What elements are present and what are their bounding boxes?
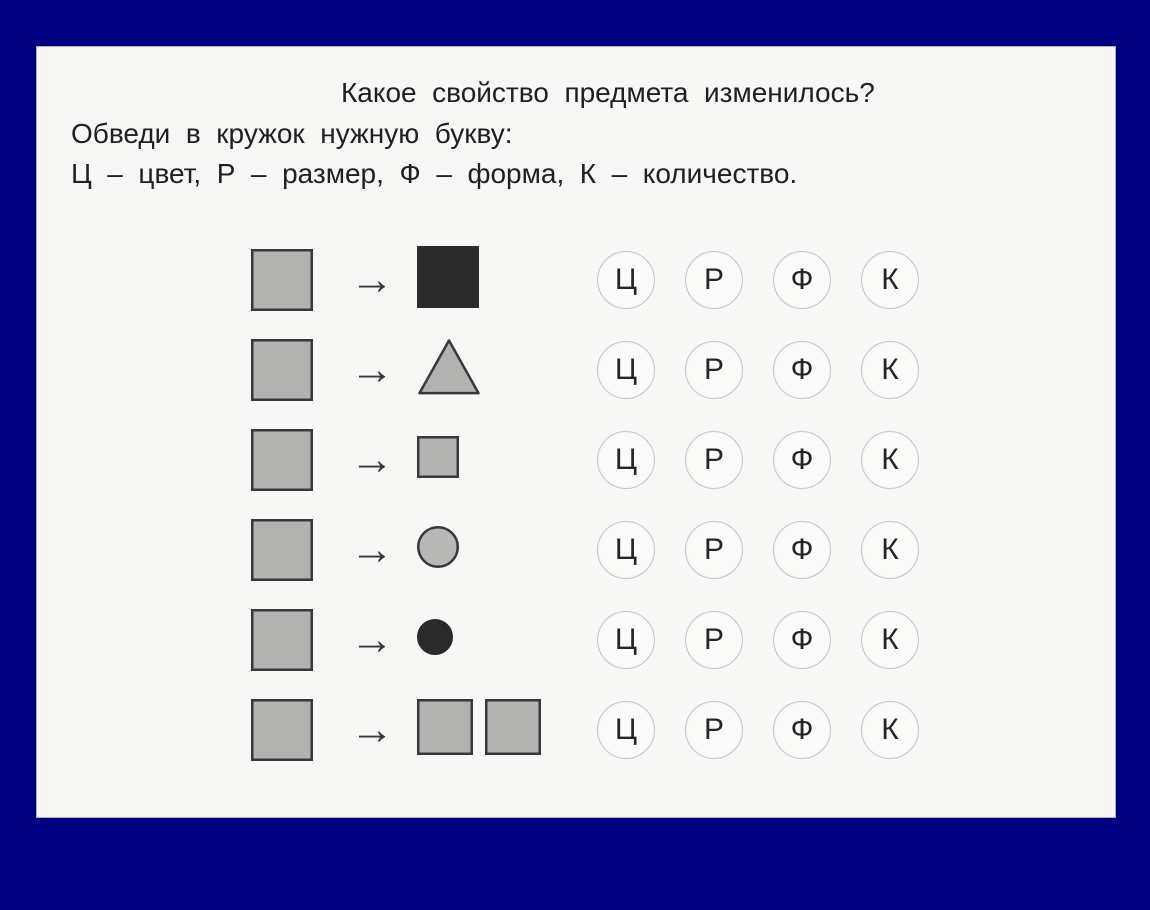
shape-after: [417, 335, 587, 405]
option-letter[interactable]: Ф: [773, 701, 831, 759]
worksheet-card: Какое свойство предмета изменилось? Обве…: [36, 46, 1116, 818]
option-letter[interactable]: К: [861, 341, 919, 399]
option-letter[interactable]: Ф: [773, 521, 831, 579]
shape-after: [417, 515, 587, 585]
option-letter[interactable]: Ц: [597, 611, 655, 669]
option-letter[interactable]: Р: [685, 251, 743, 309]
answer-options: ЦРФК: [597, 701, 919, 759]
exercise-grid: →ЦРФК→ЦРФК→ЦРФК→ЦРФК→ЦРФК→ЦРФК: [37, 245, 1115, 765]
exercise-row: → ЦРФК: [237, 245, 1115, 315]
square-shape: [417, 699, 473, 760]
question-line-1: Какое свойство предмета изменилось?: [71, 73, 1091, 114]
option-letter[interactable]: Ц: [597, 701, 655, 759]
option-letter[interactable]: Ц: [597, 431, 655, 489]
exercise-row: → ЦРФК: [237, 515, 1115, 585]
answer-options: ЦРФК: [597, 341, 919, 399]
exercise-row: → ЦРФК: [237, 605, 1115, 675]
instruction-block: Какое свойство предмета изменилось? Обве…: [37, 47, 1115, 205]
shape-before: [237, 695, 327, 765]
square-shape: [417, 246, 479, 313]
option-letter[interactable]: Р: [685, 701, 743, 759]
shape-before: [237, 425, 327, 495]
option-letter[interactable]: Ф: [773, 341, 831, 399]
option-letter[interactable]: К: [861, 251, 919, 309]
arrow-icon: →: [327, 695, 417, 765]
exercise-row: → ЦРФК: [237, 425, 1115, 495]
square-shape: [485, 699, 541, 760]
arrow-icon: →: [327, 245, 417, 315]
arrow-icon: →: [327, 335, 417, 405]
option-letter[interactable]: К: [861, 611, 919, 669]
triangle-shape: [417, 338, 481, 401]
answer-options: ЦРФК: [597, 611, 919, 669]
exercise-row: → ЦРФК: [237, 335, 1115, 405]
option-letter[interactable]: Р: [685, 341, 743, 399]
arrow-icon: →: [327, 515, 417, 585]
option-letter[interactable]: Ф: [773, 431, 831, 489]
answer-options: ЦРФК: [597, 521, 919, 579]
square-shape: [417, 436, 459, 483]
shape-after: [417, 425, 587, 495]
answer-options: ЦРФК: [597, 431, 919, 489]
circle-shape: [417, 619, 453, 660]
answer-options: ЦРФК: [597, 251, 919, 309]
shape-before: [237, 245, 327, 315]
arrow-icon: →: [327, 425, 417, 495]
question-line-2: Обведи в кружок нужную букву:: [71, 114, 1091, 155]
option-letter[interactable]: Ц: [597, 251, 655, 309]
option-letter[interactable]: Р: [685, 611, 743, 669]
arrow-icon: →: [327, 605, 417, 675]
option-letter[interactable]: К: [861, 431, 919, 489]
option-letter[interactable]: Ц: [597, 521, 655, 579]
shape-after: [417, 695, 587, 765]
option-letter[interactable]: Ф: [773, 611, 831, 669]
option-letter[interactable]: К: [861, 521, 919, 579]
shape-after: [417, 605, 587, 675]
option-letter[interactable]: К: [861, 701, 919, 759]
shape-after: [417, 245, 587, 315]
legend-line: Ц – цвет, Р – размер, Ф – форма, К – кол…: [71, 154, 1091, 195]
option-letter[interactable]: Ф: [773, 251, 831, 309]
option-letter[interactable]: Ц: [597, 341, 655, 399]
option-letter[interactable]: Р: [685, 431, 743, 489]
shape-before: [237, 515, 327, 585]
option-letter[interactable]: Р: [685, 521, 743, 579]
exercise-row: → ЦРФК: [237, 695, 1115, 765]
circle-shape: [417, 526, 459, 573]
shape-before: [237, 605, 327, 675]
shape-before: [237, 335, 327, 405]
